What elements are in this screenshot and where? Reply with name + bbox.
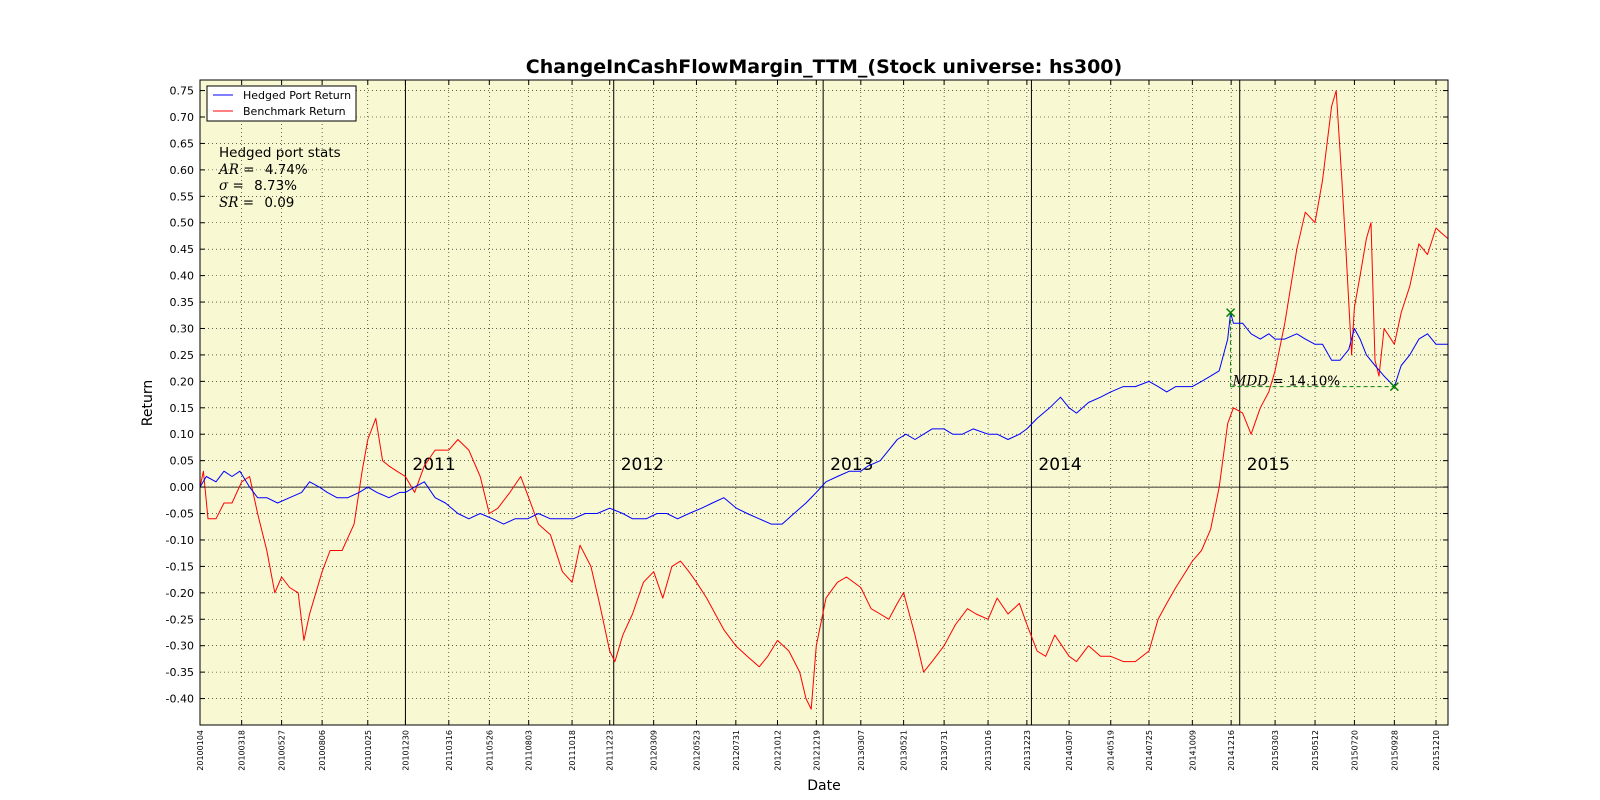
- stats-sigma-value: 8.73%: [254, 178, 297, 194]
- x-tick-label: 20100806: [318, 730, 327, 771]
- x-tick-label: 20130307: [857, 730, 866, 771]
- x-tick-label: 20130521: [900, 730, 909, 771]
- y-tick-label: -0.05: [166, 508, 194, 521]
- mdd-trough-marker: [1389, 382, 1399, 392]
- x-tick-label: 20100104: [196, 730, 205, 771]
- series-line: [199, 90, 1449, 710]
- y-tick-label: 0.45: [170, 243, 195, 256]
- mdd-label-name: MDD =: [1232, 374, 1284, 390]
- x-tick-label: 20140519: [1107, 730, 1116, 771]
- mdd-label-value: 14.10%: [1289, 374, 1341, 390]
- x-tick-label: 20111223: [606, 730, 615, 771]
- x-tick-label: 20100318: [238, 730, 247, 771]
- y-tick-label: -0.30: [166, 640, 194, 653]
- year-marker-label: 2013: [830, 455, 873, 475]
- y-tick-label: 0.75: [170, 85, 195, 98]
- x-tick-label: 20120309: [650, 730, 659, 771]
- plot-frame: [199, 79, 1449, 726]
- x-tick-label: 20150928: [1390, 730, 1399, 771]
- y-axis-label: Return: [140, 380, 156, 426]
- x-tick-label: 20121012: [773, 730, 782, 771]
- x-tick-label: 20101230: [401, 730, 410, 771]
- series-layer: [199, 90, 1449, 710]
- y-tick-label: 0.50: [170, 217, 195, 230]
- y-tick-label: -0.35: [166, 666, 194, 679]
- x-tick-label: 20150720: [1350, 730, 1359, 771]
- x-tick-label: 20120731: [732, 730, 741, 771]
- y-tick-label: -0.25: [166, 613, 194, 626]
- chart-title: ChangeInCashFlowMargin_TTM_(Stock univer…: [526, 56, 1122, 78]
- y-tick-label: 0.20: [170, 375, 195, 388]
- stats-box: Hedged port stats AR = 4.74% σ = 8.73% S…: [217, 145, 341, 211]
- y-tick-label: 0.10: [170, 428, 195, 441]
- x-axis-label: Date: [807, 778, 840, 794]
- mdd-annotation: MDD = 14.10%: [1226, 308, 1399, 392]
- plot-area: [199, 79, 1449, 726]
- stats-sr-value: 0.09: [264, 195, 294, 211]
- x-tick-label: 20120523: [692, 730, 701, 771]
- y-tick-label: 0.15: [170, 402, 195, 415]
- y-tick-label: -0.20: [166, 587, 194, 600]
- legend: Hedged Port Return Benchmark Return: [206, 85, 357, 122]
- x-tick-label: 20151210: [1432, 730, 1441, 771]
- y-tick-label: 0.00: [170, 481, 195, 494]
- x-tick-label: 20110526: [485, 730, 494, 771]
- x-tick-label: 20111018: [568, 730, 577, 771]
- x-tick-label: 20141009: [1188, 730, 1197, 771]
- x-tick-label: 20131016: [984, 730, 993, 771]
- year-marker-label: 2015: [1247, 455, 1290, 475]
- stats-ar-value: 4.74%: [265, 162, 308, 178]
- y-tick-label: 0.70: [170, 111, 195, 124]
- year-marker-label: 2011: [412, 455, 455, 475]
- stats-sigma: σ = 8.73%: [219, 178, 297, 194]
- x-tick-label: 20100527: [278, 730, 287, 771]
- stats-sr: SR = 0.09: [219, 195, 294, 211]
- legend-box: [206, 85, 357, 122]
- y-tick-label: 0.25: [170, 349, 195, 362]
- x-tick-label: 20140307: [1065, 730, 1074, 771]
- stats-sr-label: SR =: [219, 195, 254, 211]
- y-tick-label: 0.30: [170, 322, 195, 335]
- legend-label-benchmark: Benchmark Return: [243, 105, 346, 118]
- x-tick-label: 20150512: [1311, 730, 1320, 771]
- y-tick-label: 0.35: [170, 296, 195, 309]
- mdd-peak-marker: [1226, 308, 1236, 318]
- legend-label-hedged: Hedged Port Return: [243, 89, 351, 102]
- y-tick-label: 0.55: [170, 190, 195, 203]
- stats-ar-label: AR =: [217, 162, 255, 178]
- stats-heading: Hedged port stats: [219, 145, 341, 161]
- y-tick-label: 0.65: [170, 137, 195, 150]
- y-axis: -0.40 -0.35 -0.30 -0.25 -0.20 -0.15 -0.10 -0.05…: [166, 85, 1448, 706]
- mdd-label: MDD = 14.10%: [1232, 374, 1341, 390]
- x-tick-label: 20130731: [940, 730, 949, 771]
- y-tick-label: -0.15: [166, 560, 194, 573]
- x-tick-label: 20121219: [812, 730, 821, 771]
- stats-ar: AR = 4.74%: [217, 162, 308, 178]
- y-tick-label: -0.10: [166, 534, 194, 547]
- x-tick-label: 20110316: [445, 730, 454, 771]
- x-tick-label: 20140725: [1145, 730, 1154, 771]
- series-line: [199, 312, 1448, 525]
- x-tick-label: 20101025: [364, 730, 373, 771]
- x-tick-label: 20110803: [525, 730, 534, 771]
- year-marker-label: 2014: [1038, 455, 1081, 475]
- y-tick-label: 0.40: [170, 270, 195, 283]
- x-axis: 20100104 20100318 20100527 20100806 20101025…: [196, 80, 1441, 771]
- stats-sigma-label: σ =: [219, 178, 244, 194]
- x-tick-label: 20150303: [1271, 730, 1280, 771]
- x-tick-label: 20131223: [1023, 730, 1032, 771]
- y-tick-label: 0.60: [170, 164, 195, 177]
- year-marker-label: 2012: [621, 455, 664, 475]
- x-tick-label: 20141216: [1227, 730, 1236, 771]
- y-tick-label: 0.05: [170, 455, 195, 468]
- y-tick-label: -0.40: [166, 693, 194, 706]
